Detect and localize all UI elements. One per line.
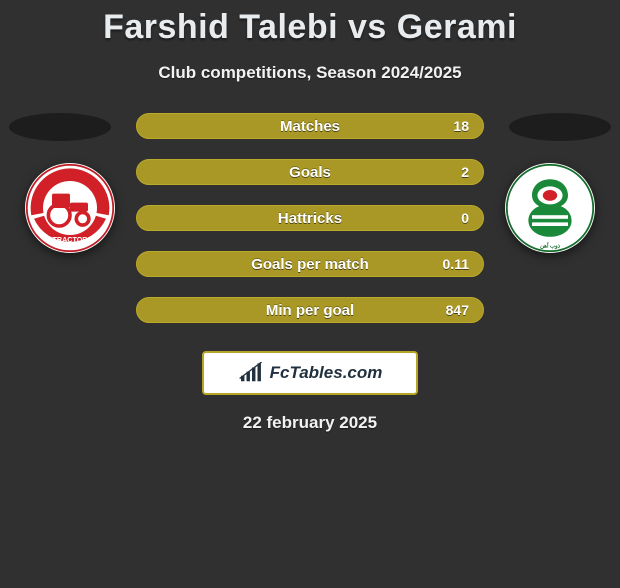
stat-bars: Matches18 Goals2 Hattricks0 Goals per match… <box>136 113 484 343</box>
main-area: TRACTOR ذوب آهن Matches18 Goals2 Hattricks… <box>0 113 620 343</box>
stat-label: Min per goal <box>137 298 483 322</box>
shadow-ellipse-left <box>9 113 111 141</box>
team-logo-left: TRACTOR <box>25 163 115 253</box>
tractor-club-logo-icon: TRACTOR <box>25 163 115 253</box>
page-title: Farshid Talebi vs Gerami <box>0 8 620 47</box>
shadow-ellipse-right <box>509 113 611 141</box>
stat-value-right: 0 <box>461 206 469 230</box>
stat-bar: Matches18 <box>136 113 484 139</box>
svg-text:TRACTOR: TRACTOR <box>52 235 88 244</box>
date-text: 22 february 2025 <box>0 413 620 433</box>
stat-bar: Goals per match0.11 <box>136 251 484 277</box>
stat-bar: Goals2 <box>136 159 484 185</box>
stat-value-right: 2 <box>461 160 469 184</box>
stat-label: Matches <box>137 114 483 138</box>
svg-text:ذوب آهن: ذوب آهن <box>540 243 561 250</box>
team-logo-right: ذوب آهن <box>505 163 595 253</box>
comparison-infographic: Farshid Talebi vs Gerami Club competitio… <box>0 8 620 433</box>
stat-bar: Min per goal847 <box>136 297 484 323</box>
stat-value-right: 847 <box>446 298 469 322</box>
stat-label: Hattricks <box>137 206 483 230</box>
stat-bar: Hattricks0 <box>136 205 484 231</box>
stat-label: Goals per match <box>137 252 483 276</box>
subtitle: Club competitions, Season 2024/2025 <box>0 63 620 83</box>
brand-text: FcTables.com <box>270 363 383 383</box>
brand-plaque: FcTables.com <box>202 351 418 395</box>
bar-chart-icon <box>238 362 266 384</box>
stat-value-right: 0.11 <box>443 252 469 276</box>
stat-value-right: 18 <box>453 114 469 138</box>
stat-label: Goals <box>137 160 483 184</box>
zob-ahan-logo-icon: ذوب آهن <box>505 163 595 253</box>
